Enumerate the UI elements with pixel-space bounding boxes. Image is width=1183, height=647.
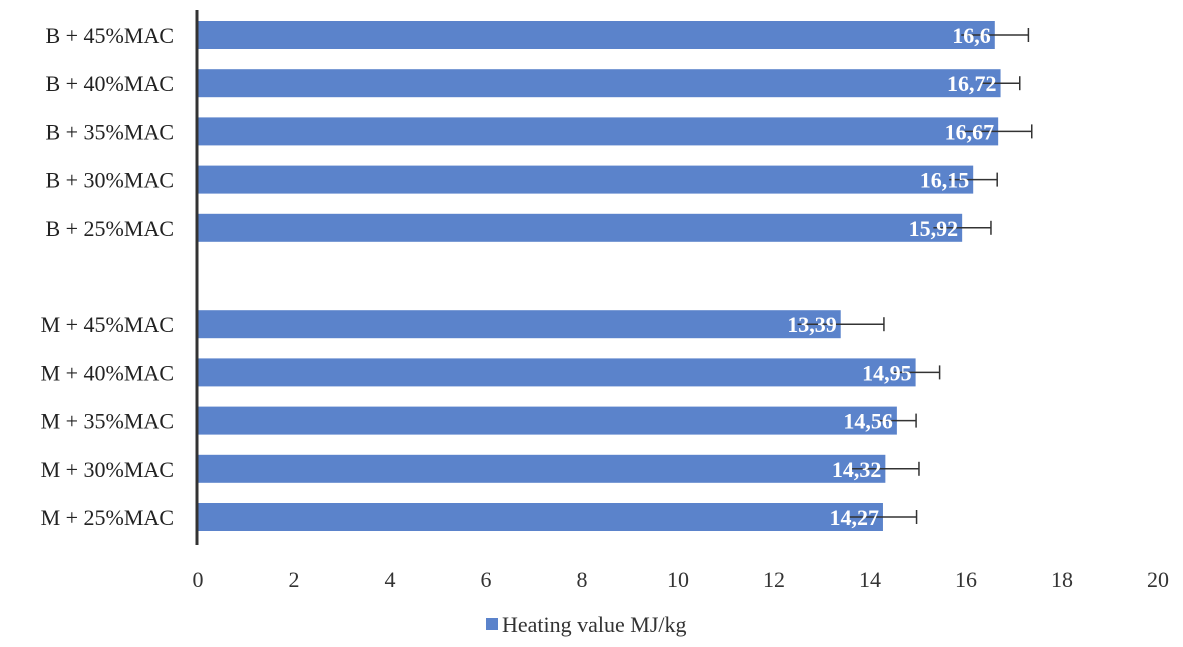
category-label: M + 45%MAC	[41, 312, 174, 337]
x-tick-label: 14	[859, 567, 881, 592]
data-label: 16,6	[952, 23, 991, 48]
x-tick-label: 20	[1147, 567, 1169, 592]
data-label: 14,27	[829, 505, 879, 530]
bar	[198, 69, 1001, 98]
category-labels-layer: B + 45%MAC B + 40%MAC B + 35%MAC B + 30%MAC…	[41, 23, 174, 530]
legend-label: Heating value MJ/kg	[502, 612, 687, 637]
x-tick-label: 2	[289, 567, 300, 592]
bar	[198, 406, 897, 435]
data-label: 15,92	[909, 216, 959, 241]
data-label: 14,95	[862, 360, 912, 385]
error-bars-layer	[797, 28, 1033, 524]
bar	[198, 454, 886, 483]
category-label: M + 40%MAC	[41, 360, 174, 385]
category-label: M + 35%MAC	[41, 409, 174, 434]
x-tick-label: 10	[667, 567, 689, 592]
data-label: 14,32	[832, 457, 882, 482]
data-label: 14,56	[843, 409, 893, 434]
data-label: 16,67	[945, 119, 995, 144]
bar	[198, 165, 974, 194]
category-label: B + 40%MAC	[45, 71, 174, 96]
category-label: B + 45%MAC	[45, 23, 174, 48]
x-tick-label: 12	[763, 567, 785, 592]
bar	[198, 503, 883, 531]
category-label: B + 35%MAC	[45, 119, 174, 144]
category-label: M + 30%MAC	[41, 457, 174, 482]
data-labels-layer: 16,6 16,72 16,67 16,15 15,92 13,39 14,95 14,56 1…	[787, 23, 996, 530]
bar	[198, 213, 963, 242]
bar	[198, 117, 999, 146]
x-tick-label: 18	[1051, 567, 1073, 592]
data-label: 16,72	[947, 71, 997, 96]
bars-layer	[198, 21, 1001, 531]
bar	[198, 21, 995, 49]
bar	[198, 310, 841, 339]
x-tick-labels-layer: 0 2 4 6 8 10 12 14 16 18 20	[193, 567, 1170, 592]
category-label: M + 25%MAC	[41, 505, 174, 530]
x-tick-label: 4	[385, 567, 396, 592]
legend-swatch	[486, 618, 498, 630]
category-label: B + 30%MAC	[45, 168, 174, 193]
data-label: 16,15	[920, 168, 970, 193]
data-label: 13,39	[787, 312, 837, 337]
x-tick-label: 8	[577, 567, 588, 592]
x-tick-label: 6	[481, 567, 492, 592]
category-label: B + 25%MAC	[45, 216, 174, 241]
x-tick-label: 0	[193, 567, 204, 592]
legend: Heating value MJ/kg	[486, 612, 687, 637]
bar	[198, 358, 916, 387]
x-tick-label: 16	[955, 567, 977, 592]
